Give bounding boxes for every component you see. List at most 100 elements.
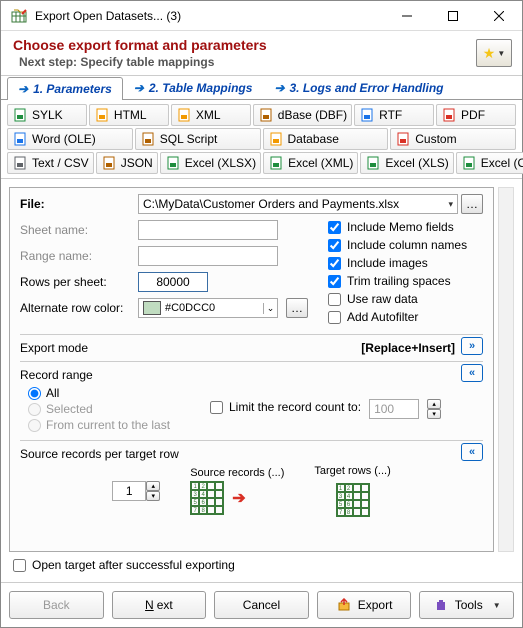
record-range-all[interactable]: All: [28, 386, 190, 400]
record-range-selected[interactable]: Selected: [28, 402, 190, 416]
format-rtf[interactable]: RTF: [354, 104, 434, 126]
format-icon: [101, 155, 117, 171]
format-icon: [268, 155, 284, 171]
format-icon: [12, 131, 28, 147]
record-range-from-current[interactable]: From current to the last: [28, 418, 190, 432]
cancel-button[interactable]: Cancel: [214, 591, 309, 619]
format-custom[interactable]: Custom: [390, 128, 516, 150]
format-icon: [268, 131, 284, 147]
arrow-right-icon: ➔: [232, 488, 245, 508]
format-icon: [395, 131, 411, 147]
tab-arrow-icon: ➔: [18, 82, 28, 96]
limit-record-input[interactable]: [369, 399, 419, 419]
source-per-target-label: Source records per target row: [20, 447, 483, 461]
parameters-panel: File: ▾ … Sheet name: Range name: Rows p…: [9, 187, 494, 552]
rows-per-sheet-label: Rows per sheet:: [20, 275, 130, 289]
format-xml[interactable]: XML: [171, 104, 251, 126]
star-icon: ★: [483, 45, 496, 62]
check-raw-data[interactable]: Use raw data: [328, 292, 483, 306]
sheet-name-input[interactable]: [138, 220, 278, 240]
open-target-check[interactable]: Open target after successful exporting: [13, 558, 235, 572]
close-button[interactable]: [476, 1, 522, 31]
range-name-input[interactable]: [138, 246, 278, 266]
main-area: File: ▾ … Sheet name: Range name: Rows p…: [1, 179, 522, 552]
export-button[interactable]: Export: [317, 591, 412, 619]
source-per-target-collapse-button[interactable]: «: [461, 443, 483, 461]
limit-record-check[interactable]: Limit the record count to:: [210, 400, 361, 414]
format-icon: [12, 107, 28, 123]
source-per-target-input[interactable]: [112, 481, 146, 501]
favorites-button[interactable]: ★ ▼: [476, 39, 512, 67]
export-mode-label: Export mode: [20, 341, 361, 355]
check-trim-spaces[interactable]: Trim trailing spaces: [328, 274, 483, 288]
chevron-down-icon: ⌄: [263, 303, 277, 314]
check-autofilter[interactable]: Add Autofilter: [328, 310, 483, 324]
tools-icon: [433, 597, 449, 613]
minimize-button[interactable]: [384, 1, 430, 31]
chevron-down-icon: ▼: [493, 601, 501, 610]
format-excel-xml-[interactable]: Excel (XML): [263, 152, 358, 174]
back-button[interactable]: Back: [9, 591, 104, 619]
tab-3-logs-and-error-handling[interactable]: ➔3. Logs and Error Handling: [263, 76, 454, 99]
alt-color-picker[interactable]: #C0DCC0 ⌄: [138, 298, 278, 318]
format-pdf[interactable]: PDF: [436, 104, 516, 126]
format-sylk[interactable]: SYLK: [7, 104, 87, 126]
alt-color-value: #C0DCC0: [165, 302, 263, 314]
format-icon: [461, 155, 477, 171]
format-database[interactable]: Database: [263, 128, 389, 150]
chevron-down-icon: ▼: [497, 49, 505, 58]
format-icon: [359, 107, 375, 123]
record-range-section: Record range « All Selected From current…: [20, 361, 483, 434]
format-icon: [140, 131, 156, 147]
export-mode-value: [Replace+Insert]: [361, 341, 455, 355]
format-word-ole-[interactable]: Word (OLE): [7, 128, 133, 150]
tab-arrow-icon: ➔: [274, 81, 284, 95]
record-range-collapse-button[interactable]: «: [461, 364, 483, 382]
format-icon: [176, 107, 192, 123]
format-icon: [12, 155, 28, 171]
check-include-columns[interactable]: Include column names: [328, 238, 483, 252]
format-dbase-dbf-[interactable]: dBase (DBF): [253, 104, 352, 126]
target-grid-icon: 12345678: [336, 483, 370, 517]
maximize-button[interactable]: [430, 1, 476, 31]
format-json[interactable]: JSON: [96, 152, 158, 174]
export-icon: [336, 597, 352, 613]
format-html[interactable]: HTML: [89, 104, 169, 126]
rows-per-sheet-input[interactable]: [138, 272, 208, 292]
tools-button[interactable]: Tools ▼: [419, 591, 514, 619]
per-row-spin-down[interactable]: ▾: [146, 491, 160, 501]
check-include-memo[interactable]: Include Memo fields: [328, 220, 483, 234]
format-sql-script[interactable]: SQL Script: [135, 128, 261, 150]
range-name-label: Range name:: [20, 249, 130, 263]
source-records-caption: Source records (...): [190, 467, 284, 479]
export-mode-expand-button[interactable]: »: [461, 337, 483, 355]
sheet-name-label: Sheet name:: [20, 223, 130, 237]
next-button[interactable]: Next: [112, 591, 207, 619]
tab-2-table-mappings[interactable]: ➔2. Table Mappings: [123, 76, 264, 99]
header-subtitle: Next step: Specify table mappings: [19, 55, 476, 69]
file-browse-button[interactable]: …: [461, 194, 483, 214]
header: Choose export format and parameters Next…: [1, 31, 522, 76]
file-input[interactable]: [138, 194, 458, 214]
format-icon: [365, 155, 381, 171]
tab-1-parameters[interactable]: ➔1. Parameters: [7, 77, 123, 100]
tabstrip: ➔1. Parameters➔2. Table Mappings➔3. Logs…: [1, 76, 522, 100]
format-excel-ole-[interactable]: Excel (OLE): [456, 152, 523, 174]
limit-spin-up[interactable]: ▴: [427, 399, 441, 409]
format-text-csv[interactable]: Text / CSV: [7, 152, 94, 174]
format-icon: [165, 155, 181, 171]
per-row-spin-up[interactable]: ▴: [146, 481, 160, 491]
panel-scrollbar[interactable]: [498, 187, 514, 552]
button-bar: Back Next Cancel Export Tools ▼: [1, 582, 522, 627]
alt-color-more-button[interactable]: …: [286, 298, 308, 318]
format-excel-xlsx-[interactable]: Excel (XLSX): [160, 152, 261, 174]
tab-arrow-icon: ➔: [134, 81, 144, 95]
color-swatch: [143, 301, 161, 315]
limit-spin-down[interactable]: ▾: [427, 409, 441, 419]
format-icon: [94, 107, 110, 123]
format-excel-xls-[interactable]: Excel (XLS): [360, 152, 453, 174]
format-grid: SYLKHTMLXMLdBase (DBF)RTFPDF Word (OLE)SQ…: [1, 100, 522, 179]
file-label: File:: [20, 197, 130, 211]
record-range-label: Record range: [20, 368, 483, 382]
check-include-images[interactable]: Include images: [328, 256, 483, 270]
